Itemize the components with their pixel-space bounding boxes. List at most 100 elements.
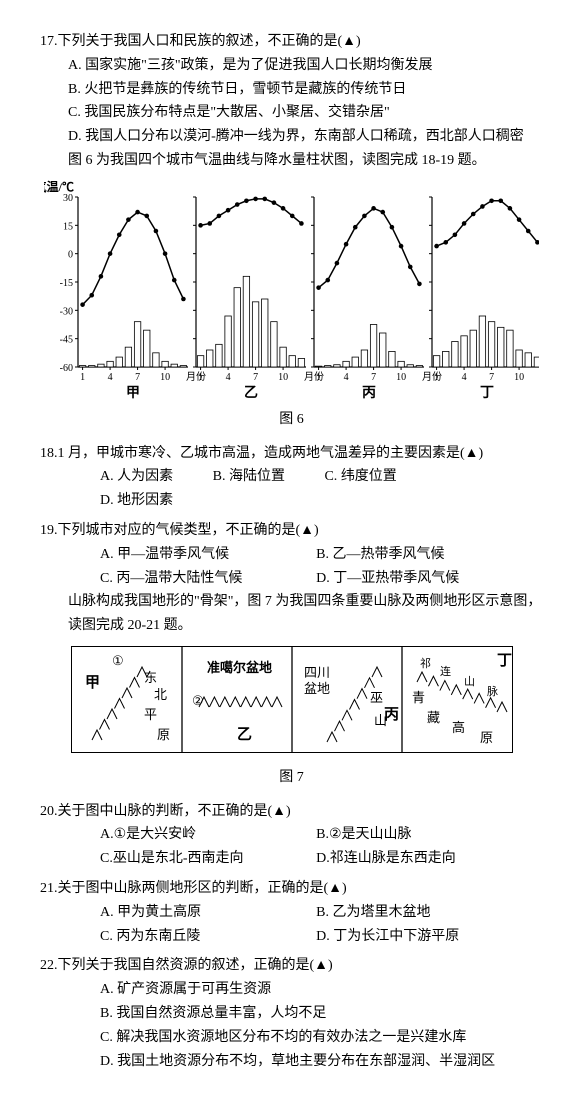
q17-num: 17.	[40, 34, 58, 49]
q18-B: B. 海陆位置	[213, 465, 303, 489]
q22-options: A. 矿产资源属于可再生资源 B. 我国自然资源总量丰富，人均不足 C. 解决我…	[40, 978, 543, 1073]
q20-stem: 20.关于图中山脉的判断，不正确的是(▲)	[40, 800, 543, 824]
svg-text:30: 30	[63, 193, 73, 204]
svg-text:7: 7	[371, 372, 376, 383]
q19-B: B. 乙—热带季风气候	[316, 543, 529, 567]
svg-text:1: 1	[198, 372, 203, 383]
svg-text:山: 山	[464, 675, 475, 688]
svg-text:-60: -60	[60, 363, 73, 374]
fig7-intro: 山脉构成我国地形的"骨架"，图 7 为我国四条重要山脉及两侧地形区示意图，读图完…	[40, 590, 543, 638]
svg-text:0: 0	[68, 249, 73, 260]
q19-C: C. 丙—温带大陆性气候	[100, 567, 313, 591]
svg-text:4: 4	[344, 372, 349, 383]
svg-text:7: 7	[135, 372, 140, 383]
svg-text:巫: 巫	[370, 690, 383, 705]
svg-text:10: 10	[160, 372, 170, 383]
q22-B: B. 我国自然资源总量丰富，人均不足	[100, 1002, 543, 1026]
q22-C: C. 解决我国水资源地区分布不均的有效办法之一是兴建水库	[100, 1026, 543, 1050]
q17-C: C. 我国民族分布特点是"大散居、小聚居、交错杂居"	[68, 101, 543, 125]
svg-text:平: 平	[144, 707, 157, 722]
q19-A: A. 甲—温带季风气候	[100, 543, 313, 567]
svg-text:4: 4	[462, 372, 467, 383]
figure-7-svg: 甲①东北平原准噶尔盆地②乙四川盆地巫山丙丁祁连山脉青藏高原	[71, 646, 513, 753]
figure-6-svg: 气温/℃降水量/mm30150-15-30-45-6014710月份甲14710…	[44, 179, 539, 404]
q19-options: A. 甲—温带季风气候 B. 乙—热带季风气候 C. 丙—温带大陆性气候 D. …	[40, 543, 543, 591]
q21-stem: 21.关于图中山脉两侧地形区的判断，正确的是(▲)	[40, 877, 543, 901]
svg-text:丙: 丙	[362, 385, 376, 401]
figure-6: 气温/℃降水量/mm30150-15-30-45-6014710月份甲14710…	[40, 179, 543, 432]
q22-stem: 22.下列关于我国自然资源的叙述，正确的是(▲)	[40, 954, 543, 978]
svg-text:乙: 乙	[244, 385, 258, 401]
svg-text:原: 原	[157, 727, 170, 742]
svg-text:四川: 四川	[304, 665, 330, 680]
svg-text:1: 1	[316, 372, 321, 383]
q21-options: A. 甲为黄土高原 B. 乙为塔里木盆地 C. 丙为东南丘陵 D. 丁为长江中下…	[40, 901, 543, 949]
svg-text:-30: -30	[60, 306, 73, 317]
q18-stem: 18.1 月，甲城市寒冷、乙城市高温，造成两地气温差异的主要因素是(▲)	[40, 442, 543, 466]
svg-text:青: 青	[412, 690, 425, 705]
q22-A: A. 矿产资源属于可再生资源	[100, 978, 543, 1002]
q17-D: D. 我国人口分布以漠河-腾冲一线为界，东南部人口稀疏，西北部人口稠密	[68, 125, 543, 149]
svg-text:甲: 甲	[126, 385, 140, 401]
q20-D: D.祁连山脉是东西走向	[316, 847, 529, 871]
q17-A: A. 国家实施"三孩"政策，是为了促进我国人口长期均衡发展	[68, 54, 543, 78]
q22: 22.下列关于我国自然资源的叙述，正确的是(▲) A. 矿产资源属于可再生资源 …	[40, 954, 543, 1073]
q21-D: D. 丁为长江中下游平原	[316, 925, 529, 949]
svg-text:丁: 丁	[480, 386, 494, 401]
q18-A: A. 人为因素	[100, 465, 191, 489]
svg-text:1: 1	[80, 372, 85, 383]
svg-text:乙: 乙	[237, 727, 252, 743]
svg-text:连: 连	[440, 665, 451, 678]
svg-text:7: 7	[489, 372, 494, 383]
q19-D: D. 丁—亚热带季风气候	[316, 567, 529, 591]
svg-text:15: 15	[63, 221, 73, 232]
fig7-caption: 图 7	[40, 766, 543, 790]
q22-D: D. 我国土地资源分布不均，草地主要分布在东部湿润、半湿润区	[100, 1050, 543, 1074]
svg-text:脉: 脉	[487, 684, 498, 698]
svg-text:4: 4	[108, 372, 113, 383]
svg-text:原: 原	[480, 730, 493, 745]
svg-text:北: 北	[154, 687, 167, 702]
q17-stem: 17.下列关于我国人口和民族的叙述，不正确的是(▲)	[40, 30, 543, 54]
q20-C: C.巫山是东北-西南走向	[100, 847, 313, 871]
svg-text:-45: -45	[60, 334, 73, 345]
q20-B: B.②是天山山脉	[316, 823, 529, 847]
svg-text:10: 10	[396, 372, 406, 383]
fig6-caption: 图 6	[40, 408, 543, 432]
svg-text:准噶尔盆地: 准噶尔盆地	[207, 660, 272, 675]
svg-text:10: 10	[514, 372, 524, 383]
svg-text:高: 高	[452, 720, 465, 735]
svg-text:10: 10	[278, 372, 288, 383]
q17: 17.下列关于我国人口和民族的叙述，不正确的是(▲) A. 国家实施"三孩"政策…	[40, 30, 543, 173]
q21-B: B. 乙为塔里木盆地	[316, 901, 529, 925]
q20: 20.关于图中山脉的判断，不正确的是(▲) A.①是大兴安岭 B.②是天山山脉 …	[40, 800, 543, 871]
svg-text:丁: 丁	[497, 653, 512, 669]
svg-text:气温/℃: 气温/℃	[44, 179, 74, 194]
q18-options: A. 人为因素 B. 海陆位置 C. 纬度位置 D. 地形因素	[40, 465, 543, 513]
q20-options: A.①是大兴安岭 B.②是天山山脉 C.巫山是东北-西南走向 D.祁连山脉是东西…	[40, 823, 543, 871]
q18-C: C. 纬度位置	[324, 465, 414, 489]
q17-B: B. 火把节是彝族的传统节日，雪顿节是藏族的传统节日	[68, 78, 543, 102]
q17-options: A. 国家实施"三孩"政策，是为了促进我国人口长期均衡发展 B. 火把节是彝族的…	[40, 54, 543, 149]
q18: 18.1 月，甲城市寒冷、乙城市高温，造成两地气温差异的主要因素是(▲) A. …	[40, 442, 543, 513]
svg-text:东: 东	[144, 670, 157, 685]
q21: 21.关于图中山脉两侧地形区的判断，正确的是(▲) A. 甲为黄土高原 B. 乙…	[40, 877, 543, 948]
fig6-intro: 图 6 为我国四个城市气温曲线与降水量柱状图，读图完成 18-19 题。	[40, 149, 543, 173]
q21-A: A. 甲为黄土高原	[100, 901, 313, 925]
q18-D: D. 地形因素	[100, 489, 191, 513]
svg-text:1: 1	[434, 372, 439, 383]
svg-text:4: 4	[226, 372, 231, 383]
svg-text:-15: -15	[60, 278, 73, 289]
svg-text:甲: 甲	[85, 674, 100, 691]
q20-A: A.①是大兴安岭	[100, 823, 313, 847]
svg-text:藏: 藏	[427, 710, 440, 725]
svg-text:①: ①	[112, 653, 124, 668]
svg-text:7: 7	[253, 372, 258, 383]
figure-7: 甲①东北平原准噶尔盆地②乙四川盆地巫山丙丁祁连山脉青藏高原 图 7	[40, 646, 543, 790]
q19: 19.下列城市对应的气候类型，不正确的是(▲) A. 甲—温带季风气候 B. 乙…	[40, 519, 543, 638]
svg-text:丙: 丙	[384, 706, 399, 723]
q19-stem: 19.下列城市对应的气候类型，不正确的是(▲)	[40, 519, 543, 543]
q21-C: C. 丙为东南丘陵	[100, 925, 313, 949]
svg-text:祁: 祁	[420, 656, 431, 670]
svg-text:盆地: 盆地	[304, 681, 330, 696]
